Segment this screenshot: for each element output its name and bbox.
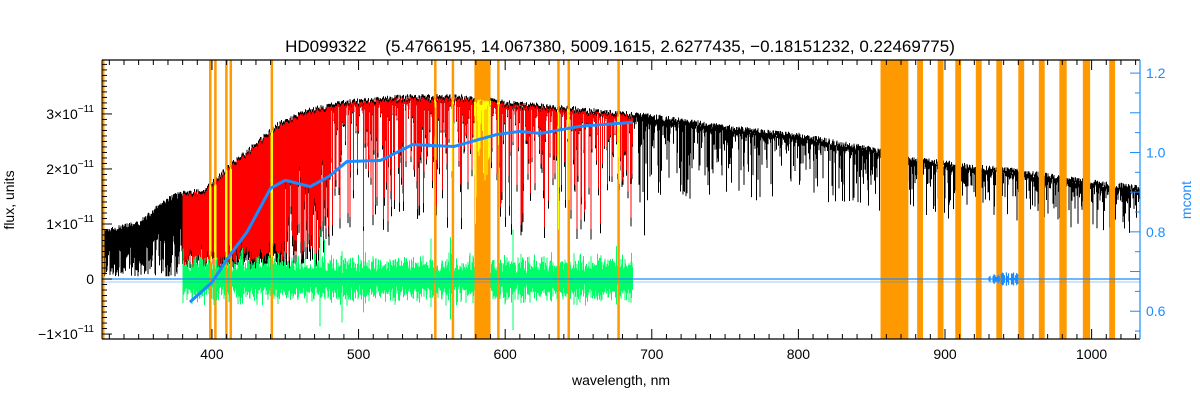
y2-axis-label: mcont — [1178, 181, 1194, 219]
y-tick-label: 0 — [86, 271, 94, 287]
masked-band — [1109, 60, 1116, 339]
y-tick-mantissa: 1×10 — [46, 216, 78, 232]
y-axis-label: flux, units — [1, 170, 17, 229]
masked-band — [1059, 60, 1067, 339]
x-tick-label: 800 — [787, 346, 811, 362]
masked-band — [102, 60, 105, 339]
mcont-series — [188, 120, 633, 304]
masked-band — [955, 60, 962, 339]
masked-band — [451, 60, 455, 339]
y-tick-label: −1×10−11 — [38, 324, 94, 342]
y-tick-mantissa: 3×10 — [46, 106, 78, 122]
x-tick-label: 700 — [640, 346, 664, 362]
masked-band — [937, 60, 944, 339]
masked-band — [917, 60, 924, 339]
y-tick-label: 3×10−11 — [46, 104, 94, 122]
y2-tick-label: 1.0 — [1146, 144, 1166, 160]
x-tick-label: 600 — [493, 346, 517, 362]
x-tick-label: 500 — [347, 346, 371, 362]
masked-band — [497, 60, 500, 339]
y-tick-mantissa: 2×10 — [46, 161, 78, 177]
masked-bands — [102, 60, 1116, 339]
masked-band — [880, 60, 909, 339]
x-tick-label: 400 — [200, 346, 224, 362]
model-series — [182, 96, 633, 270]
masked-band — [1082, 60, 1091, 339]
mcont-line — [188, 120, 633, 304]
error-series — [102, 272, 1140, 286]
axis-frame — [102, 59, 1140, 340]
flux-error-line — [102, 272, 1140, 286]
y-tick-exponent: −11 — [78, 324, 95, 335]
chart-title: HD099322 (5.4766195, 14.067380, 5009.161… — [285, 37, 955, 56]
masked-band — [617, 60, 620, 339]
y-tick-mantissa: −1×10 — [38, 326, 78, 342]
y-tick-exponent: −11 — [78, 104, 95, 115]
y-tick-exponent: −11 — [78, 214, 95, 225]
masked-band — [975, 60, 982, 339]
y-tick-label: 1×10−11 — [46, 214, 94, 232]
x-tick-label: 900 — [933, 346, 957, 362]
model-line — [182, 96, 633, 270]
masked-band — [1018, 60, 1025, 339]
y2-tick-label: 1.2 — [1146, 65, 1166, 81]
y-tick-label: 2×10−11 — [46, 159, 94, 177]
masked-band — [1038, 60, 1045, 339]
masked-band — [434, 60, 437, 339]
y-tick-exponent: −11 — [78, 159, 95, 170]
y2-tick-label: 0.8 — [1146, 224, 1166, 240]
model-masked-line — [209, 98, 620, 269]
masked-band — [996, 60, 1003, 339]
x-axis-label: wavelength, nm — [571, 372, 670, 388]
x-tick-label: 1000 — [1076, 346, 1107, 362]
y-tick-mantissa: 0 — [86, 271, 94, 287]
y2-tick-label: 0.6 — [1146, 303, 1166, 319]
axes: 400 500 600 700 800 900 1000−1×10−1101×10−112×… — [38, 59, 1166, 362]
